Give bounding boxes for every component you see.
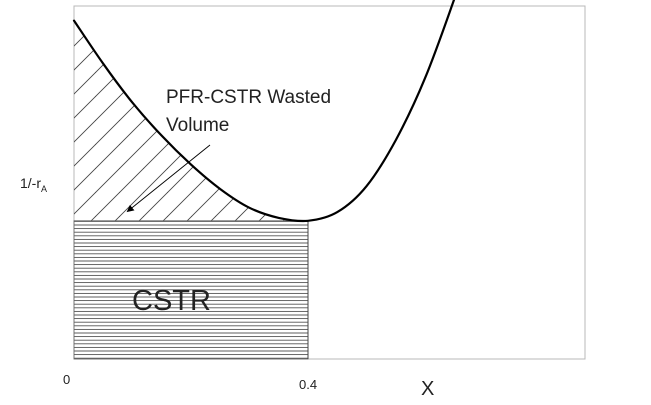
annotation-line-1: PFR-CSTR Wasted: [166, 87, 331, 108]
y-axis-label-main: 1/-r: [20, 175, 41, 191]
inverse-rate-curve: [72, 0, 456, 223]
y-axis-label: 1/-rA: [20, 175, 47, 194]
y-axis-label-subscript: A: [41, 184, 47, 194]
cstr-label: CSTR: [132, 285, 211, 317]
x-tick-0: 0: [63, 372, 70, 387]
x-tick-0-4: 0.4: [299, 377, 317, 392]
annotation-line-2: Volume: [166, 115, 229, 136]
wasted-volume-region: [74, 20, 308, 221]
x-axis-label: X: [421, 378, 434, 400]
annotation-arrow: [126, 144, 211, 213]
